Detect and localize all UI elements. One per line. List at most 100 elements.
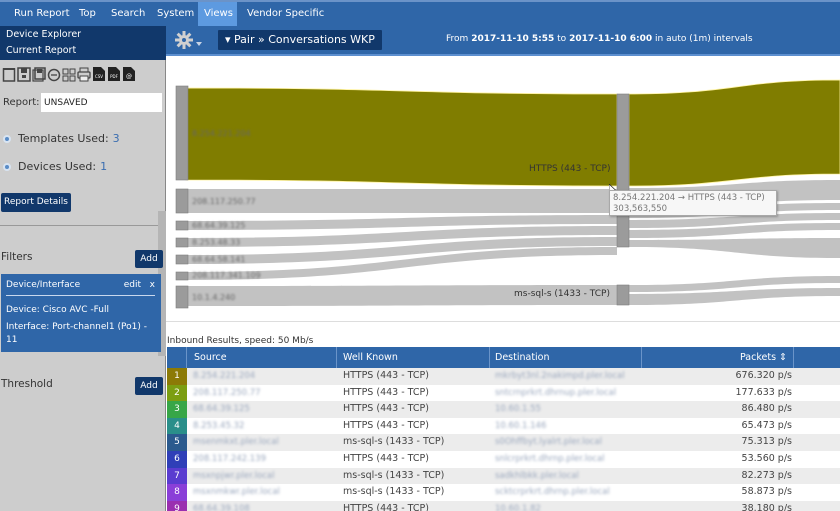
divider (0, 225, 166, 226)
node-label: 10.1.4.240 (192, 293, 236, 302)
sankey-link[interactable] (186, 285, 617, 306)
col-packets-sortable[interactable]: Packets ⇕ (642, 347, 794, 368)
sankey-link-highlighted[interactable] (628, 79, 840, 187)
csv-icon[interactable]: CSV (92, 66, 106, 82)
sankey-link[interactable] (629, 223, 840, 238)
filters-title: Filters (1, 251, 33, 263)
row-packets: 86.480 p/s (741, 403, 792, 415)
nav-top[interactable]: Top (79, 8, 96, 19)
row-source: 8.253.45.32 (193, 420, 245, 431)
gear-menu-icon[interactable] (174, 30, 204, 52)
pdf-icon[interactable]: PDF (107, 66, 121, 82)
sankey-link[interactable] (186, 189, 617, 213)
sankey-node[interactable] (175, 220, 189, 231)
remove-filter-button[interactable]: x (149, 280, 155, 290)
nav-run-report[interactable]: Run Report (14, 8, 70, 19)
row-destination: 10.60.1.82 (495, 503, 541, 511)
row-well-known: HTTPS (443 - TCP) (343, 452, 429, 464)
sankey-node[interactable] (175, 85, 189, 181)
col-source[interactable]: Source (187, 347, 337, 368)
schedule-icon[interactable] (47, 66, 61, 82)
devices-used-label: Devices Used: (18, 160, 97, 173)
nav-vendor-specific[interactable]: Vendor Specific (247, 8, 325, 19)
row-source: 208.117.242.139 (193, 453, 267, 464)
row-destination: scktcrprkrt.dhrnp.pler.local (495, 487, 610, 498)
node-label: 8.253.48.33 (192, 238, 241, 247)
row-destination: sadkhlbkk.pler.local (495, 470, 579, 481)
sankey-node[interactable] (175, 271, 189, 281)
devices-used[interactable]: Devices Used: 1 (3, 160, 107, 173)
table-body: 1 8.254.221.204 HTTPS (443 - TCP) mkrbyt… (167, 368, 840, 511)
email-icon[interactable]: @ (122, 66, 136, 82)
report-name-input[interactable] (41, 93, 162, 112)
col-well-known[interactable]: Well Known (337, 347, 490, 368)
sankey-link[interactable] (186, 237, 617, 264)
report-details-button[interactable]: Report Details (1, 193, 71, 212)
dashboard-icon[interactable] (62, 66, 76, 82)
row-well-known: HTTPS (443 - TCP) (343, 386, 429, 398)
expand-bullet-icon[interactable] (3, 134, 11, 143)
time-range[interactable]: From 2017-11-10 5:55 to 2017-11-10 6:00 … (446, 34, 753, 44)
table-row[interactable]: 9 68.64.39.108 HTTPS (443 - TCP) 10.60.1… (167, 500, 840, 511)
col-destination[interactable]: Destination (490, 347, 642, 368)
sankey-link[interactable] (186, 226, 617, 247)
templates-used[interactable]: Templates Used: 3 (3, 132, 120, 145)
row-well-known: ms-sql-s (1433 - TCP) (343, 486, 445, 498)
new-report-icon[interactable] (2, 66, 16, 82)
row-packets: 177.633 p/s (735, 386, 793, 398)
row-index: 4 (167, 417, 187, 435)
row-packets: 75.313 p/s (741, 436, 792, 448)
sankey-node-mssql[interactable] (616, 284, 630, 306)
sankey-node[interactable] (175, 188, 189, 214)
table-row[interactable]: 2 208.117.250.77 HTTPS (443 - TCP) sntcr… (167, 384, 840, 402)
save-as-icon[interactable] (32, 66, 46, 82)
sankey-link[interactable] (629, 238, 840, 258)
left-panel-scrollbar[interactable] (158, 211, 166, 356)
col-index (167, 347, 187, 368)
edit-filter-link[interactable]: edit (123, 280, 141, 290)
node-label: 208.117.250.77 (192, 197, 256, 206)
sankey-link[interactable] (186, 215, 617, 230)
table-row[interactable]: 7 msxnpjwr.pler.local ms-sql-s (1433 - T… (167, 467, 840, 485)
add-filter-button[interactable]: Add (135, 250, 163, 268)
tooltip-line2: 303,563,550 (613, 204, 668, 214)
row-packets: 82.273 p/s (741, 469, 792, 481)
row-source: 68.64.39.125 (193, 404, 250, 415)
table-row[interactable]: 6 208.117.242.139 HTTPS (443 - TCP) snlc… (167, 450, 840, 468)
sankey-node-https[interactable] (616, 93, 630, 248)
nav-system[interactable]: System (157, 8, 195, 19)
save-icon[interactable] (17, 66, 31, 82)
node-label-https: HTTPS (443 - TCP) (529, 164, 611, 174)
table-row[interactable]: 3 68.64.39.125 HTTPS (443 - TCP) 10.60.1… (167, 401, 840, 418)
sankey-node[interactable] (175, 285, 189, 309)
table-row[interactable]: 4 8.253.45.32 HTTPS (443 - TCP) 10.60.1.… (167, 417, 840, 435)
nav-search[interactable]: Search (111, 8, 146, 19)
nav-device-explorer[interactable]: Device Explorer (6, 29, 82, 40)
sankey-link[interactable] (629, 276, 840, 292)
table-row[interactable]: 5 msenmkxt.pler.local ms-sql-s (1433 - T… (167, 434, 840, 451)
svg-text:@: @ (126, 73, 132, 80)
range-from-label: From (446, 34, 469, 44)
table-header: Source Well Known Destination Packets ⇕ (167, 347, 840, 368)
report-label: Report: (3, 97, 40, 108)
sankey-link[interactable] (629, 288, 840, 305)
sankey-link[interactable] (629, 213, 840, 228)
table-row[interactable]: 8 msxnmkwr.pler.local ms-sql-s (1433 - T… (167, 484, 840, 501)
add-threshold-button[interactable]: Add (135, 377, 163, 395)
filter-header: Device/Interface (6, 280, 81, 290)
nav-views[interactable]: Views (198, 2, 237, 26)
row-destination: s0Ohffbyt.lyalrt.pler.local (495, 437, 602, 448)
row-well-known: ms-sql-s (1433 - TCP) (343, 436, 445, 448)
row-packets: 38.180 p/s (741, 502, 792, 511)
table-row[interactable]: 1 8.254.221.204 HTTPS (443 - TCP) mkrbyt… (167, 368, 840, 385)
expand-bullet-icon[interactable] (3, 162, 11, 171)
node-label: 208.117.341.109 (192, 271, 261, 280)
sankey-link[interactable] (186, 247, 617, 280)
view-breadcrumb-dropdown[interactable]: ▾ Pair » Conversations WKP (218, 30, 382, 50)
nav-current-report[interactable]: Current Report (6, 45, 77, 56)
sankey-node[interactable] (175, 237, 189, 248)
sankey-node[interactable] (175, 254, 189, 265)
row-source: msenmkxt.pler.local (193, 437, 279, 448)
print-icon[interactable] (77, 66, 91, 82)
